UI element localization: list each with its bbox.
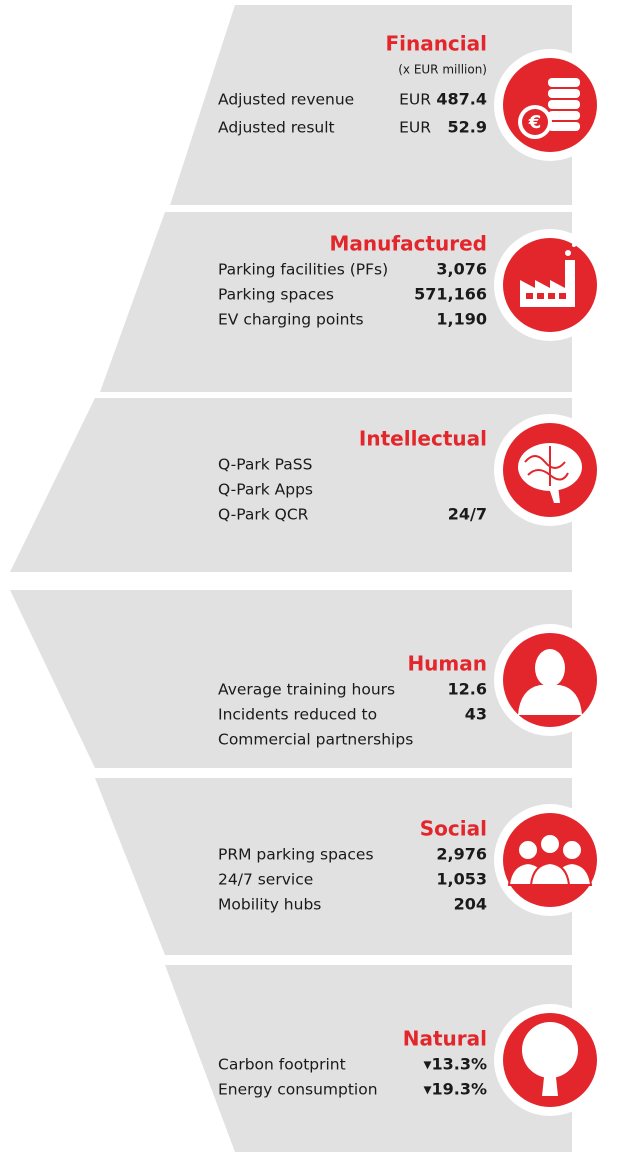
- smoke: [572, 243, 576, 247]
- item-value: 2,976: [436, 845, 487, 864]
- brain-stem: [548, 485, 560, 503]
- euro-inner: [522, 109, 548, 135]
- item-value: 12.6: [448, 680, 487, 699]
- band: [10, 590, 572, 768]
- item-value: ▾13.3%: [423, 1055, 487, 1074]
- crown: [522, 1022, 578, 1078]
- window: [559, 293, 566, 299]
- body: [529, 861, 571, 886]
- item-label: EV charging points: [218, 311, 364, 329]
- item-label: Commercial partnerships: [218, 731, 413, 749]
- window: [548, 293, 555, 299]
- icon-disc: [503, 813, 597, 907]
- item-label: Q-Park PaSS: [218, 456, 312, 474]
- item-value: 204: [454, 895, 487, 914]
- item-label: Q-Park Apps: [218, 481, 313, 499]
- section: Intellectual Q-Park PaSS Q-Park Apps Q-Park…: [10, 398, 606, 572]
- coin: [548, 100, 580, 109]
- item-value: 487.4: [436, 90, 487, 109]
- item-value: 3,076: [436, 260, 487, 279]
- band: [100, 212, 572, 392]
- item-value: 52.9: [448, 118, 487, 137]
- item-value: 24/7: [448, 505, 487, 524]
- section: € Financial (x EUR million) Adjusted revenu…: [170, 5, 606, 205]
- section: Natural Carbon footprint ▾13.3% Energy cons…: [165, 965, 606, 1152]
- item-label: Incidents reduced to: [218, 706, 377, 724]
- head: [561, 839, 583, 861]
- euro-sign: €: [528, 112, 542, 133]
- section-title: Human: [407, 652, 487, 676]
- section-title: Manufactured: [330, 232, 487, 256]
- head: [539, 833, 561, 855]
- band: [95, 778, 572, 955]
- item-label: Energy consumption: [218, 1081, 378, 1099]
- item-label: Adjusted revenue: [218, 91, 354, 109]
- item-label: Carbon footprint: [218, 1056, 346, 1074]
- band: [165, 965, 572, 1152]
- item-value: ▾19.3%: [423, 1080, 487, 1099]
- section-title: Intellectual: [359, 427, 487, 451]
- item-label: Parking facilities (PFs): [218, 261, 388, 279]
- window: [526, 293, 533, 299]
- item-label: PRM parking spaces: [218, 846, 374, 864]
- coin: [548, 78, 580, 87]
- item-label: 24/7 service: [218, 871, 313, 889]
- section-title: Social: [420, 817, 487, 841]
- band: [170, 5, 572, 205]
- subtitle: (x EUR million): [398, 63, 487, 77]
- item-label: Q-Park QCR: [218, 506, 309, 524]
- section-title: Natural: [403, 1027, 487, 1051]
- item-unit: EUR: [399, 119, 431, 137]
- item-unit: EUR: [399, 91, 431, 109]
- item-label: Average training hours: [218, 681, 395, 699]
- item-value: 43: [465, 705, 487, 724]
- window: [537, 293, 544, 299]
- brain-fold: [524, 446, 569, 486]
- coin: [548, 89, 580, 98]
- item-value: 1,053: [436, 870, 487, 889]
- item-value: 571,166: [414, 285, 487, 304]
- section-title: Financial: [385, 32, 487, 56]
- item-value: 1,190: [436, 310, 487, 329]
- head: [535, 649, 565, 687]
- section: Manufactured Parking facilities (PFs) 3,07…: [100, 212, 606, 392]
- section: Social PRM parking spaces 2,976 24/7 servic…: [95, 778, 606, 955]
- coin: [548, 111, 580, 120]
- band: [10, 398, 572, 572]
- item-label: Parking spaces: [218, 286, 334, 304]
- head: [517, 839, 539, 861]
- item-label: Adjusted result: [218, 119, 335, 137]
- item-label: Mobility hubs: [218, 896, 321, 914]
- smoke: [565, 250, 571, 256]
- trunk: [542, 1068, 558, 1096]
- section: Human Average training hours 12.6 Incidents…: [10, 590, 606, 768]
- coin: [548, 122, 580, 131]
- body: [518, 685, 582, 715]
